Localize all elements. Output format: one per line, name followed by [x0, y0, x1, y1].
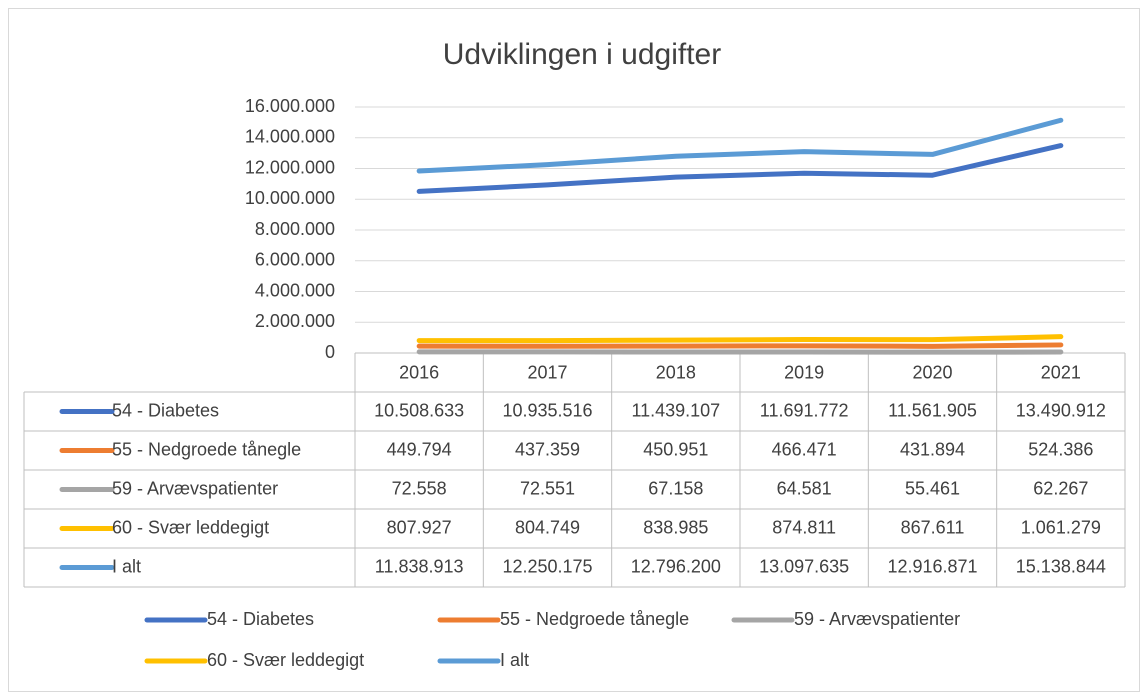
table-cell: 11.691.772: [760, 400, 849, 420]
table-cell: 10.508.633: [374, 400, 464, 420]
y-tick-label: 2.000.000: [255, 311, 335, 331]
table-cell: 804.749: [515, 517, 580, 537]
legend-label: 54 - Diabetes: [207, 609, 314, 629]
legend-label: 59 - Arvævspatienter: [794, 609, 960, 629]
table-cell: 12.916.871: [887, 556, 977, 576]
table-cell: 13.097.635: [759, 556, 849, 576]
y-tick-label: 10.000.000: [245, 188, 335, 208]
table-cell: 13.490.912: [1016, 400, 1106, 420]
table-cell: 466.471: [772, 439, 837, 459]
series-line: [416, 342, 1064, 349]
x-tick-label: 2020: [912, 362, 952, 382]
legend-label: 55 - Nedgroede tånegle: [500, 609, 689, 629]
y-tick-label: 12.000.000: [245, 157, 335, 177]
table-cell: 867.611: [901, 517, 965, 537]
series-line: [416, 334, 1064, 344]
y-tick-label: 4.000.000: [255, 280, 335, 300]
table-cell: 64.581: [777, 478, 832, 498]
table-row-label: 54 - Diabetes: [112, 400, 219, 420]
y-tick-label: 0: [325, 342, 335, 362]
table-cell: 437.359: [515, 439, 580, 459]
x-tick-label: 2018: [656, 362, 696, 382]
x-tick-label: 2019: [784, 362, 824, 382]
table-cell: 524.386: [1028, 439, 1093, 459]
table-cell: 62.267: [1033, 478, 1088, 498]
series-line: [416, 117, 1064, 174]
table-cell: 449.794: [387, 439, 452, 459]
legend-label: I alt: [500, 650, 529, 670]
series-line: [416, 143, 1064, 194]
table-cell: 10.935.516: [502, 400, 592, 420]
table-cell: 15.138.844: [1016, 556, 1106, 576]
table-cell: 11.838.913: [375, 556, 464, 576]
table-row-label: 59 - Arvævspatienter: [112, 478, 278, 498]
table-cell: 450.951: [643, 439, 708, 459]
table-cell: 838.985: [643, 517, 708, 537]
x-tick-label: 2021: [1041, 362, 1081, 382]
legend-label: 60 - Svær leddegigt: [207, 650, 364, 670]
table-cell: 72.558: [392, 478, 447, 498]
chart-title: Udviklingen i udgifter: [443, 38, 721, 71]
table-cell: 807.927: [387, 517, 452, 537]
table-cell: 874.811: [772, 517, 836, 537]
y-tick-label: 14.000.000: [245, 127, 335, 147]
table-cell: 12.250.175: [502, 556, 592, 576]
y-tick-label: 8.000.000: [255, 219, 335, 239]
y-tick-label: 16.000.000: [245, 96, 335, 116]
table-cell: 1.061.279: [1021, 517, 1101, 537]
table-row-label: I alt: [112, 556, 141, 576]
table-cell: 55.461: [905, 478, 960, 498]
table-cell: 12.796.200: [631, 556, 721, 576]
table-row-label: 55 - Nedgroede tånegle: [112, 439, 301, 459]
x-tick-label: 2017: [527, 362, 567, 382]
table-cell: 11.439.107: [631, 400, 720, 420]
table-cell: 11.561.905: [888, 400, 977, 420]
y-tick-label: 6.000.000: [255, 250, 335, 270]
x-tick-label: 2016: [399, 362, 439, 382]
table-row-label: 60 - Svær leddegigt: [112, 517, 269, 537]
table-cell: 431.894: [900, 439, 965, 459]
table-cell: 72.551: [520, 478, 575, 498]
table-cell: 67.158: [648, 478, 703, 498]
